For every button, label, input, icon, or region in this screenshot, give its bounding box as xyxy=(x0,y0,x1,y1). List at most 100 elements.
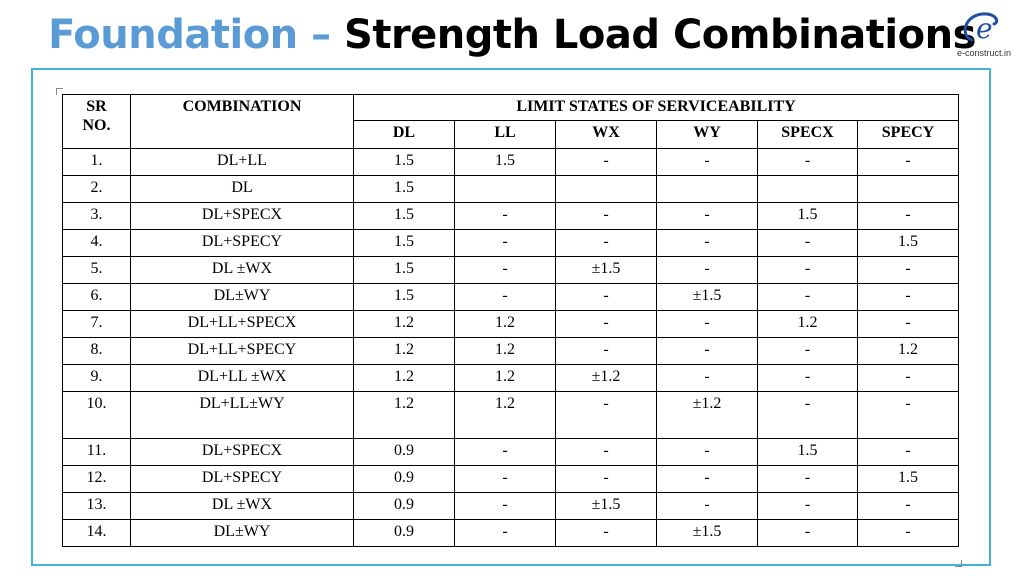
header-limit-states: LIMIT STATES OF SERVICEABILITY xyxy=(352,94,960,121)
cell-specy: - xyxy=(856,391,960,439)
cell-ll: 1.5 xyxy=(454,148,556,176)
cell-wy: - xyxy=(656,229,758,257)
table-row: 7. DL+LL+SPECX 1.2 1.2- -1.2- xyxy=(62,310,960,338)
cell-specy: - xyxy=(856,202,960,230)
cell-dl: 1.5 xyxy=(353,256,455,284)
cell-sr-no: 9. xyxy=(62,364,131,392)
cell-combination: DL+SPECX xyxy=(130,438,354,466)
load-combinations-table: SR NO. COMBINATION LIMIT STATES OF SERVI… xyxy=(62,94,960,547)
cell-specx: - xyxy=(757,337,858,365)
header-col-specy: SPECY xyxy=(856,120,960,149)
table-row: 14. DL±WY 0.9- - ±1.5- - xyxy=(62,519,960,547)
cell-wx: - xyxy=(555,148,657,176)
cell-wy: - xyxy=(656,337,758,365)
cell-wy: - xyxy=(656,438,758,466)
cell-specy: - xyxy=(856,283,960,311)
cell-ll: - xyxy=(454,438,556,466)
cell-wx: - xyxy=(555,310,657,338)
cell-specy: - xyxy=(856,148,960,176)
cell-sr-no: 5. xyxy=(62,256,131,284)
cell-sr-no: 6. xyxy=(62,283,131,311)
cell-wx: - xyxy=(555,391,657,439)
cell-wx: - xyxy=(555,202,657,230)
cell-combination: DL ±WX xyxy=(130,256,354,284)
cell-sr-no: 3. xyxy=(62,202,131,230)
cell-wy: - xyxy=(656,364,758,392)
cell-dl: 1.5 xyxy=(353,202,455,230)
cell-combination: DL+SPECX xyxy=(130,202,354,230)
cell-specx: - xyxy=(757,256,858,284)
logo-text: e-construct.in xyxy=(956,48,1012,58)
cell-ll: 1.2 xyxy=(454,391,556,439)
cell-ll: - xyxy=(454,492,556,520)
table-row: 1. DL+LL 1.5 1.5- - - - xyxy=(62,148,960,176)
cell-combination: DL+LL+SPECX xyxy=(130,310,354,338)
cell-wx: - xyxy=(555,337,657,365)
cell-wx: - xyxy=(555,283,657,311)
cell-specx: 1.2 xyxy=(757,310,858,338)
header-sr-no: SR NO. xyxy=(62,94,131,149)
cell-wy: - xyxy=(656,148,758,176)
table-row: 13. DL ±WX 0.9- ±1.5- - - xyxy=(62,492,960,520)
cell-specy xyxy=(856,175,960,203)
logo-glyph: e xyxy=(976,12,993,45)
cell-dl: 0.9 xyxy=(353,438,455,466)
cell-specy: - xyxy=(856,310,960,338)
header-columns-row: DL LL WX WY SPECX SPECY xyxy=(63,120,960,149)
cell-specx: - xyxy=(757,391,858,439)
cell-ll xyxy=(454,175,556,203)
cell-specy: - xyxy=(856,364,960,392)
cell-wy: - xyxy=(656,310,758,338)
cell-ll: - xyxy=(454,229,556,257)
cell-sr-no: 11. xyxy=(62,438,131,466)
title-foundation: Foundation – xyxy=(48,12,331,58)
table-row: 12. DL+SPECY 0.9- - - -1.5 xyxy=(62,465,960,493)
cell-wy: - xyxy=(656,256,758,284)
cell-wy: ±1.5 xyxy=(656,519,758,547)
cell-sr-no: 1. xyxy=(62,148,131,176)
cell-dl: 1.2 xyxy=(353,337,455,365)
corner-mark-top-left xyxy=(56,88,63,95)
header-sr-line2: NO. xyxy=(82,117,111,134)
cell-ll: - xyxy=(454,519,556,547)
cell-dl: 0.9 xyxy=(353,465,455,493)
cell-sr-no: 2. xyxy=(62,175,131,203)
cell-wx xyxy=(555,175,657,203)
cell-specx xyxy=(757,175,858,203)
cell-specx: - xyxy=(757,492,858,520)
cell-ll: 1.2 xyxy=(454,310,556,338)
cell-sr-no: 7. xyxy=(62,310,131,338)
cell-combination: DL+LL xyxy=(130,148,354,176)
cell-specy: 1.2 xyxy=(856,337,960,365)
cell-wx: - xyxy=(555,438,657,466)
cell-specy: 1.5 xyxy=(856,229,960,257)
cell-sr-no: 8. xyxy=(62,337,131,365)
cell-dl: 1.5 xyxy=(353,148,455,176)
header-col-wy: WY xyxy=(656,120,758,149)
table-row: 4. DL+SPECY 1.5- - - -1.5 xyxy=(62,229,960,257)
cell-wy: ±1.2 xyxy=(656,391,758,439)
cell-specy: - xyxy=(856,492,960,520)
cell-specx: 1.5 xyxy=(757,202,858,230)
cell-specx: 1.5 xyxy=(757,438,858,466)
cell-specx: - xyxy=(757,229,858,257)
cell-combination: DL+LL±WY xyxy=(130,391,354,439)
cell-wx: ±1.5 xyxy=(555,256,657,284)
cell-ll: - xyxy=(454,465,556,493)
cell-wx: ±1.5 xyxy=(555,492,657,520)
cell-combination: DL ±WX xyxy=(130,492,354,520)
cell-combination: DL±WY xyxy=(130,283,354,311)
cell-combination: DL+LL+SPECY xyxy=(130,337,354,365)
cell-specy: - xyxy=(856,519,960,547)
header-combination: COMBINATION xyxy=(130,94,354,149)
cell-dl: 1.2 xyxy=(353,391,455,439)
table-row: 5. DL ±WX 1.5- ±1.5- - - xyxy=(62,256,960,284)
cell-specx: - xyxy=(757,364,858,392)
cell-dl: 0.9 xyxy=(353,492,455,520)
cell-specx: - xyxy=(757,148,858,176)
table-row: 2. DL 1.5 xyxy=(62,175,960,203)
cell-ll: 1.2 xyxy=(454,364,556,392)
cell-wy: ±1.5 xyxy=(656,283,758,311)
header-col-specx: SPECX xyxy=(757,120,858,149)
cell-specx: - xyxy=(757,283,858,311)
